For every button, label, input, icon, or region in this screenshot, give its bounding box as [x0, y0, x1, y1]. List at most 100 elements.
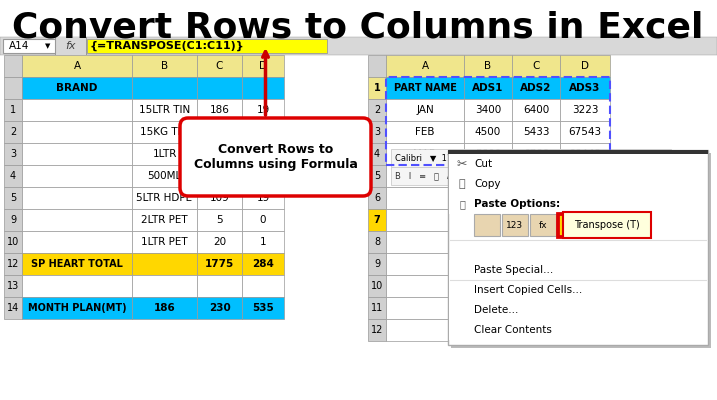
Bar — [512, 209, 560, 231]
Bar — [464, 275, 512, 297]
Bar — [563, 212, 651, 238]
Text: 3223: 3223 — [571, 105, 598, 115]
Bar — [502, 214, 528, 236]
Bar — [586, 214, 612, 236]
Bar — [474, 214, 500, 236]
Text: B   I   ≡   🖌   A   ▼   ⬛   ▼   .0  .00  ✓: B I ≡ 🖌 A ▼ ⬛ ▼ .0 .00 ✓ — [395, 172, 541, 180]
Bar — [197, 297, 242, 319]
Text: 1: 1 — [260, 237, 266, 247]
Bar — [242, 121, 284, 143]
Bar — [464, 55, 512, 77]
Text: 19: 19 — [257, 193, 270, 203]
Bar — [132, 99, 197, 121]
Text: 230: 230 — [209, 127, 229, 137]
Text: 123: 123 — [506, 220, 523, 230]
Bar — [197, 209, 242, 231]
Bar — [86, 37, 87, 55]
Bar — [132, 231, 197, 253]
Bar — [386, 143, 464, 165]
Bar — [368, 121, 386, 143]
Bar — [197, 231, 242, 253]
Bar — [449, 320, 707, 340]
Bar — [132, 55, 197, 77]
Bar — [132, 77, 197, 99]
Bar — [391, 149, 671, 167]
Bar — [557, 213, 585, 237]
Bar — [4, 209, 22, 231]
Text: 186: 186 — [209, 105, 229, 115]
Bar — [512, 297, 560, 319]
Bar — [464, 253, 512, 275]
Text: 4: 4 — [374, 149, 380, 159]
Bar — [197, 275, 242, 297]
Text: 5: 5 — [10, 193, 16, 203]
Bar — [197, 187, 242, 209]
Bar — [464, 165, 512, 187]
Text: ⊞: ⊞ — [567, 220, 575, 230]
Text: 4500: 4500 — [475, 127, 501, 137]
Text: 12: 12 — [371, 325, 383, 335]
Bar — [132, 143, 197, 165]
Bar — [368, 143, 386, 165]
Text: 12: 12 — [7, 259, 19, 269]
Bar — [368, 77, 386, 99]
Text: 535: 535 — [209, 149, 229, 159]
Text: A14: A14 — [9, 41, 29, 51]
Bar — [560, 209, 610, 231]
Text: 9: 9 — [10, 215, 16, 225]
Bar — [55, 37, 56, 55]
Bar — [560, 165, 610, 187]
Text: 186: 186 — [153, 303, 176, 313]
Text: JAN: JAN — [416, 105, 434, 115]
Bar — [368, 231, 386, 253]
Text: D: D — [581, 61, 589, 71]
Bar — [242, 209, 284, 231]
Text: A: A — [422, 61, 429, 71]
Text: 2: 2 — [374, 105, 380, 115]
Text: 7: 7 — [374, 215, 381, 225]
Text: 1: 1 — [10, 105, 16, 115]
Bar — [451, 153, 711, 348]
Bar — [4, 55, 22, 77]
Bar — [448, 150, 708, 154]
Text: 3: 3 — [10, 149, 16, 159]
Text: 535: 535 — [252, 303, 274, 313]
Bar — [4, 77, 22, 99]
Bar — [4, 121, 22, 143]
Bar — [386, 319, 464, 341]
Bar — [368, 319, 386, 341]
Bar — [560, 319, 610, 341]
Text: ▼: ▼ — [45, 43, 51, 49]
Text: 38: 38 — [213, 171, 226, 181]
Text: ✂: ✂ — [457, 158, 467, 170]
Bar — [242, 275, 284, 297]
Bar — [87, 39, 327, 53]
Bar — [368, 55, 386, 77]
Bar — [512, 121, 560, 143]
Bar — [560, 77, 610, 99]
Bar — [242, 165, 284, 187]
Text: 67543: 67543 — [569, 127, 602, 137]
Bar — [391, 167, 671, 185]
Text: B: B — [485, 61, 492, 71]
Bar — [386, 121, 464, 143]
Bar — [0, 42, 717, 45]
Bar — [4, 253, 22, 275]
Text: 0: 0 — [260, 215, 266, 225]
Text: 8: 8 — [374, 237, 380, 247]
Bar — [386, 165, 464, 187]
Text: {=TRANSPOSE(C1:C11)}: {=TRANSPOSE(C1:C11)} — [90, 41, 244, 51]
Bar — [560, 121, 610, 143]
Bar — [449, 280, 707, 300]
Bar — [242, 143, 284, 165]
Text: 230: 230 — [209, 303, 230, 313]
Text: MAR: MAR — [414, 149, 437, 159]
Bar — [242, 253, 284, 275]
Text: 10: 10 — [7, 237, 19, 247]
Bar — [197, 165, 242, 187]
Text: 82: 82 — [257, 149, 270, 159]
Bar — [4, 99, 22, 121]
Text: 20: 20 — [213, 237, 226, 247]
Text: FEB: FEB — [415, 127, 435, 137]
Bar — [386, 297, 464, 319]
